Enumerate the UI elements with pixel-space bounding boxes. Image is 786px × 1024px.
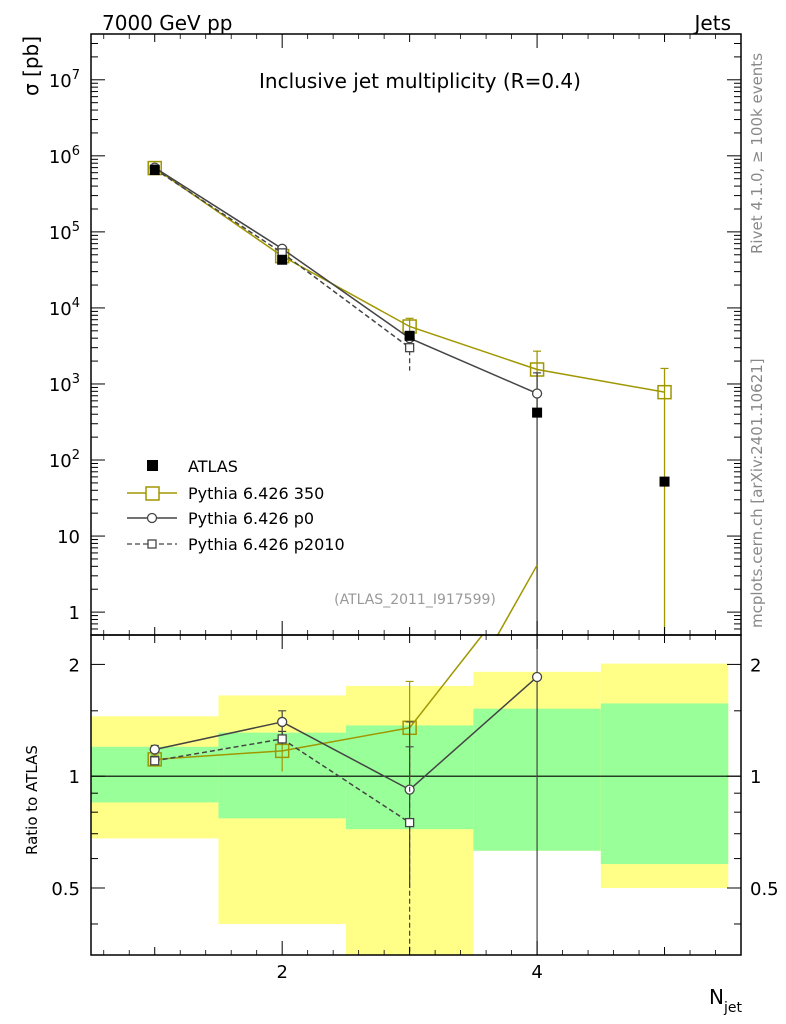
x-axis-label-sub: jet xyxy=(723,1000,743,1016)
y-tick-label-5: 104 xyxy=(49,296,80,320)
y-tick-base: 10 xyxy=(49,147,72,168)
series-1-point-5 xyxy=(657,384,672,400)
series-2-ratio-segment-1 xyxy=(154,721,283,751)
y-tick-base: 10 xyxy=(49,299,72,320)
series-2-ratio-segment-2 xyxy=(281,721,410,791)
header-right: Jets xyxy=(693,11,731,35)
rivet-label: Rivet 4.1.0, ≥ 100k events xyxy=(748,53,766,254)
series-2-ratio-point-4 xyxy=(531,671,543,683)
legend-label-p0: Pythia 6.426 p0 xyxy=(188,509,314,528)
analysis-tag: (ATLAS_2011_I917599) xyxy=(334,592,496,608)
atlas-point-4 xyxy=(532,407,543,418)
series-2-ratio-point-1 xyxy=(149,744,160,755)
ratio-tick-label-left-1: 0.5 xyxy=(51,879,80,900)
ratio-bands xyxy=(91,663,741,955)
y-tick-label-2: 10 xyxy=(57,527,80,548)
x-tick-label-2: 4 xyxy=(531,962,542,983)
y-tick-base: 10 xyxy=(49,451,72,472)
band-green-5 xyxy=(600,703,729,865)
series-3-ratio-point-3 xyxy=(404,817,415,828)
x-axis-label: Njet xyxy=(709,985,742,1016)
atlas-point-5 xyxy=(659,476,670,487)
ratio-tick-label-right-1: 0.5 xyxy=(750,879,779,900)
y-axis-label: σ [pb] xyxy=(19,36,43,96)
series-1-ratio-segment-4 xyxy=(497,564,538,636)
y-tick-label-6: 105 xyxy=(49,220,80,244)
series-2-line xyxy=(154,166,538,395)
series-2-ratio-segment-3 xyxy=(409,676,538,791)
y-tick-exponent: 6 xyxy=(72,144,80,159)
legend: ATLAS Pythia 6.426 350 Pythia 6.426 p0 P… xyxy=(127,457,345,554)
ratio-axis-label: Ratio to ATLAS xyxy=(23,745,41,855)
legend-marker-p2010 xyxy=(147,539,157,549)
chart-title: Inclusive jet multiplicity (R=0.4) xyxy=(259,69,581,93)
y-tick-label-4: 103 xyxy=(49,372,80,396)
ratio-tick-label-left-3: 2 xyxy=(69,655,80,676)
y-tick-exponent: 2 xyxy=(72,448,80,463)
series-1-ratio-segment-2 xyxy=(282,727,410,752)
legend-label-p2010: Pythia 6.426 p2010 xyxy=(188,535,345,554)
series-1-ratio-segment-3 xyxy=(409,634,483,729)
legend-label-atlas: ATLAS xyxy=(188,457,238,476)
legend-marker-p0 xyxy=(146,512,158,524)
atlas-point-1 xyxy=(149,165,160,176)
main-panel xyxy=(147,160,672,635)
y-tick-base: 10 xyxy=(49,375,72,396)
series-3-ratio-segment-2 xyxy=(281,738,411,824)
legend-marker-atlas xyxy=(147,460,158,471)
y-tick-label-1: 1 xyxy=(69,603,80,624)
y-tick-exponent: 4 xyxy=(72,296,80,311)
legend-marker-350 xyxy=(145,486,160,501)
ratio-frame xyxy=(90,634,742,956)
mcplots-label: mcplots.cern.ch [arXiv:2401.10621] xyxy=(748,358,766,628)
series-3-ratio-point-1 xyxy=(150,756,160,766)
series-3-ratio-point-2 xyxy=(277,734,287,744)
series-2-point-4 xyxy=(531,388,543,399)
ratio-tick-label-left-2: 1 xyxy=(69,767,80,788)
legend-label-350: Pythia 6.426 350 xyxy=(188,484,324,503)
series-3-ratio-segment-1 xyxy=(154,738,283,762)
series-1-ratio-segment-1 xyxy=(154,750,283,761)
y-tick-base: 10 xyxy=(49,71,72,92)
x-tick-label-1: 2 xyxy=(276,962,287,983)
atlas-point-3 xyxy=(404,330,415,341)
y-tick-base: 10 xyxy=(49,223,72,244)
ratio-tick-label-right-2: 1 xyxy=(750,767,761,788)
ratio-panel xyxy=(147,564,543,955)
y-tick-label-8: 107 xyxy=(49,68,80,92)
x-axis-label-main: N xyxy=(709,985,724,1009)
y-tick-exponent: 7 xyxy=(72,68,80,83)
y-tick-exponent: 5 xyxy=(72,220,80,235)
y-tick-label-3: 102 xyxy=(49,448,80,472)
y-tick-exponent: 3 xyxy=(72,372,80,387)
series-3-point-3 xyxy=(404,343,415,353)
header-left: 7000 GeV pp xyxy=(102,11,233,35)
atlas-point-2 xyxy=(277,254,288,265)
series-2-ratio-point-2 xyxy=(277,716,288,728)
y-tick-label-7: 106 xyxy=(49,144,80,168)
ratio-tick-label-right-3: 2 xyxy=(750,655,761,676)
